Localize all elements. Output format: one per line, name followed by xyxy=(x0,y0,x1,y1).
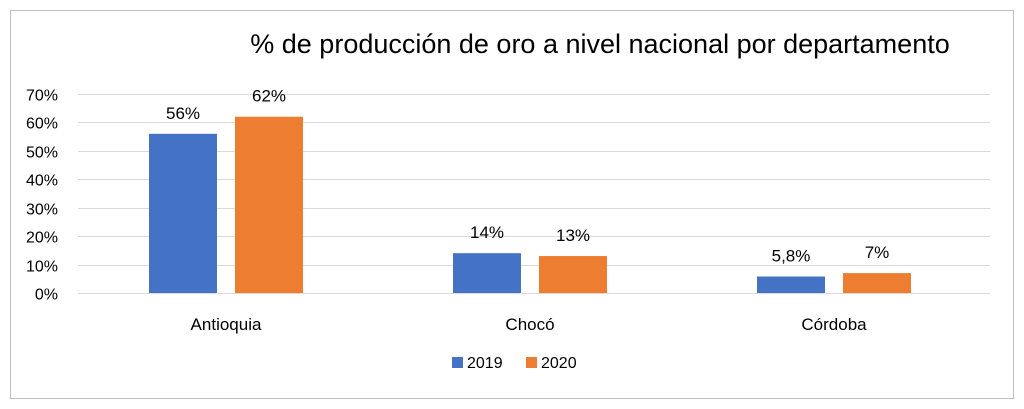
data-label: 7% xyxy=(865,243,890,262)
legend-label-2020: 2020 xyxy=(541,355,577,372)
y-tick-label: 30% xyxy=(26,202,58,219)
y-tick-label: 10% xyxy=(26,259,58,276)
legend-swatch-2020 xyxy=(526,357,537,368)
y-tick-label: 60% xyxy=(26,116,58,133)
chart-title: % de producción de oro a nivel nacional … xyxy=(250,29,949,59)
y-tick-label: 40% xyxy=(26,173,58,190)
data-label: 14% xyxy=(470,223,504,242)
x-axis-categories: Antioquia Chocó Córdoba xyxy=(191,315,868,334)
x-category-label: Chocó xyxy=(505,315,554,334)
data-labels: 56% 62% 14% 13% 5,8% 7% xyxy=(166,87,889,266)
data-label: 5,8% xyxy=(772,247,811,266)
y-axis-ticks: 0% 10% 20% 30% 40% 50% 60% 70% xyxy=(26,88,58,304)
bar-2019-córdoba xyxy=(757,276,825,293)
bar-2020-chocó xyxy=(539,256,607,293)
bar-2020-antioquia xyxy=(235,116,303,293)
data-label: 56% xyxy=(166,104,200,123)
bar-2019-antioquia xyxy=(149,133,217,293)
data-label: 62% xyxy=(252,87,286,106)
y-tick-label: 50% xyxy=(26,145,58,162)
bar-2019-chocó xyxy=(453,253,521,293)
data-label: 13% xyxy=(556,226,590,245)
x-category-label: Antioquia xyxy=(191,315,262,334)
legend: 2019 2020 xyxy=(452,355,577,372)
y-tick-label: 70% xyxy=(26,88,58,105)
y-tick-label: 0% xyxy=(35,287,58,304)
gridlines xyxy=(78,94,990,294)
bars xyxy=(149,116,911,293)
x-category-label: Córdoba xyxy=(801,315,867,334)
legend-label-2019: 2019 xyxy=(467,355,503,372)
y-tick-label: 20% xyxy=(26,230,58,247)
legend-swatch-2019 xyxy=(452,357,463,368)
bar-2020-córdoba xyxy=(843,273,911,293)
